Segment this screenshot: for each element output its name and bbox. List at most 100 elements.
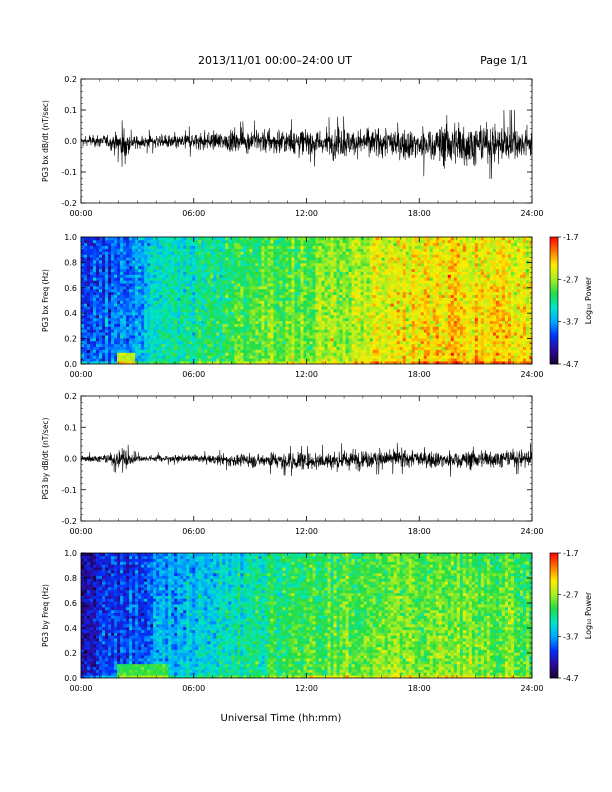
- spectrogram-cell: [366, 306, 370, 310]
- spectrogram-cell: [363, 320, 367, 324]
- spectrogram-cell: [126, 355, 130, 359]
- spectrogram-cell: [327, 349, 331, 353]
- spectrogram-cell: [309, 251, 313, 255]
- spectrogram-cell: [216, 291, 220, 296]
- spectrogram-cell: [258, 309, 262, 313]
- spectrogram-cell: [171, 239, 175, 244]
- spectrogram-cell: [321, 242, 325, 247]
- spectrogram-cell: [207, 352, 211, 356]
- spectrogram-cell: [114, 343, 118, 348]
- spectrogram-cell: [354, 340, 358, 345]
- spectrogram-cell: [288, 242, 292, 247]
- spectrogram-cell: [96, 306, 100, 310]
- spectrogram-cell: [270, 358, 274, 362]
- spectrogram-cell: [369, 306, 373, 310]
- spectrogram-cell: [243, 274, 247, 278]
- spectrogram-cell: [129, 343, 133, 348]
- spectrogram-cell: [330, 260, 334, 264]
- spectrogram-cell: [237, 338, 241, 342]
- spectrogram-cell: [393, 262, 398, 267]
- spectrogram-cell: [393, 257, 398, 261]
- spectrogram-cell: [243, 260, 247, 264]
- spectrogram-cell: [300, 277, 304, 281]
- spectrogram-cell: [120, 237, 124, 241]
- spectrogram-cell: [225, 297, 229, 301]
- spectrogram-cell: [147, 277, 151, 281]
- spectrogram-cell: [198, 294, 202, 298]
- spectrogram-cell: [396, 257, 401, 261]
- spectrogram-cell: [105, 291, 109, 296]
- spectrogram-cell: [345, 283, 349, 287]
- spectrogram-cell: [126, 268, 130, 272]
- spectrogram-cell: [300, 257, 304, 261]
- spectrogram-cell: [150, 237, 154, 241]
- spectrogram-cell: [396, 346, 401, 350]
- spectrogram-cell: [90, 288, 94, 293]
- spectrogram-cell: [279, 274, 283, 278]
- spectrogram-cell: [315, 239, 319, 244]
- spectrogram-cell: [393, 260, 398, 264]
- spectrogram-cell: [282, 265, 286, 270]
- spectrogram-cell: [264, 251, 268, 255]
- spectrogram-cell: [330, 303, 334, 307]
- spectrogram-cell: [186, 291, 190, 296]
- spectrogram-cell: [291, 286, 295, 290]
- spectrogram-cell: [153, 317, 157, 322]
- spectrogram-cell: [318, 257, 322, 261]
- spectrogram-cell: [402, 248, 407, 252]
- spectrogram-cell: [132, 254, 136, 258]
- spectrogram-cell: [186, 306, 190, 310]
- spectrogram-cell: [321, 271, 325, 275]
- spectrogram-cell: [357, 297, 361, 301]
- spectrogram-cell: [351, 346, 355, 350]
- spectrogram-cell: [393, 323, 398, 327]
- spectrogram-cell: [147, 283, 151, 287]
- spectrogram-cell: [372, 346, 377, 350]
- spectrogram-cell: [336, 340, 340, 345]
- spectrogram-cell: [336, 343, 340, 348]
- spectrogram-cell: [276, 312, 280, 316]
- spectrogram-cell: [204, 280, 208, 284]
- spectrogram-cell: [402, 239, 407, 244]
- spectrogram-cell: [189, 309, 193, 313]
- spectrogram-cell: [234, 320, 238, 324]
- spectrogram-cell: [225, 242, 229, 247]
- spectrogram-cell: [387, 352, 392, 356]
- spectrogram-cell: [405, 314, 410, 319]
- spectrogram-cell: [276, 286, 280, 290]
- spectrogram-cell: [153, 280, 157, 284]
- spectrogram-cell: [360, 349, 364, 353]
- spectrogram-cell: [360, 352, 364, 356]
- spectrogram-cell: [150, 329, 154, 333]
- spectrogram-cell: [126, 349, 130, 353]
- spectrogram-cell: [228, 288, 232, 293]
- spectrogram-cell: [225, 245, 229, 249]
- spectrogram-cell: [321, 317, 325, 322]
- spectrogram-cell: [96, 300, 100, 304]
- spectrogram-cell: [285, 248, 289, 252]
- spectrogram-cell: [306, 300, 310, 304]
- spectrogram-cell: [174, 239, 178, 244]
- spectrogram-cell: [102, 303, 106, 307]
- spectrogram-cell: [168, 338, 172, 342]
- spectrogram-cell: [216, 303, 220, 307]
- spectrogram-cell: [201, 338, 205, 342]
- spectrogram-cell: [243, 326, 247, 330]
- spectrogram-cell: [108, 343, 112, 348]
- spectrogram-cell: [141, 248, 145, 252]
- spectrogram-cell: [159, 346, 163, 350]
- spectrogram-cell: [156, 329, 160, 333]
- spectrogram-cell: [300, 242, 304, 247]
- y-tick-label: -0.1: [61, 168, 77, 177]
- spectrogram-cell: [225, 340, 229, 345]
- spectrogram-cell: [270, 352, 274, 356]
- spectrogram-cell: [270, 271, 274, 275]
- spectrogram-cell: [144, 248, 148, 252]
- spectrogram-cell: [126, 314, 130, 319]
- spectrogram-cell: [96, 343, 100, 348]
- spectrogram-cell: [144, 303, 148, 307]
- spectrogram-cell: [117, 358, 121, 362]
- spectrogram-cell: [141, 288, 145, 293]
- spectrogram-cell: [174, 300, 178, 304]
- spectrogram-cell: [123, 309, 127, 313]
